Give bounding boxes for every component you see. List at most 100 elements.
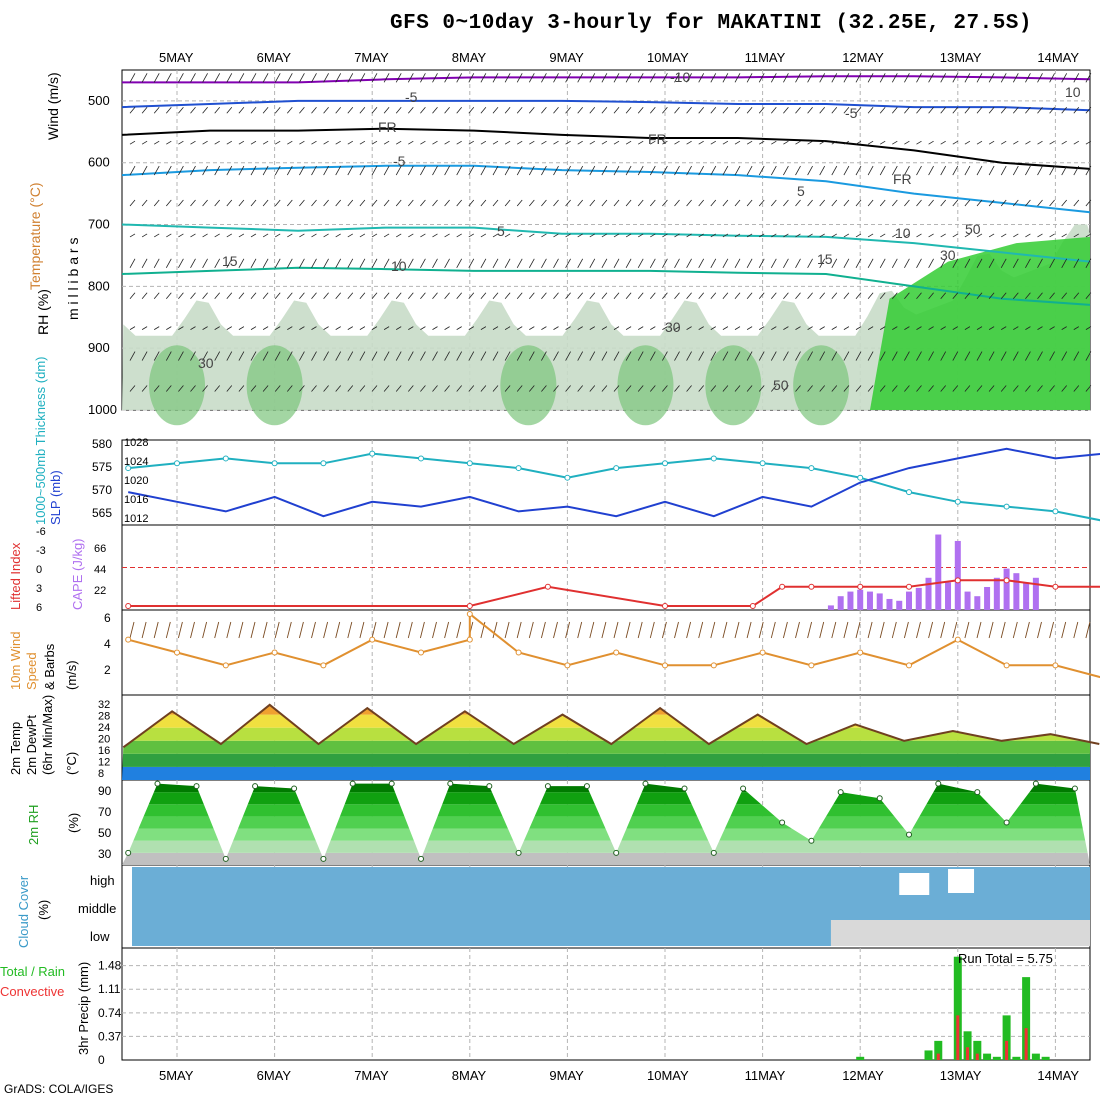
wind-barb xyxy=(964,292,971,299)
wind-barb xyxy=(141,199,148,207)
wind-barb xyxy=(831,140,838,145)
wind-barb xyxy=(904,107,910,114)
wind-barb xyxy=(1061,351,1068,361)
wind-barb xyxy=(710,107,717,114)
wind-barb xyxy=(432,292,438,299)
wind-barb xyxy=(916,292,922,299)
rh-shading-blob xyxy=(500,345,557,426)
wind-barb xyxy=(879,199,886,207)
rh-band xyxy=(122,840,1090,853)
pressure-tick-label: 900 xyxy=(88,340,110,355)
wind-speed-point xyxy=(1052,662,1059,669)
thickness-axis-title: 1000~500mb Thickness (dm) xyxy=(33,357,48,526)
wind-barb xyxy=(432,73,438,83)
surface-wind-barb xyxy=(746,621,752,639)
surface-wind-barb xyxy=(1085,621,1091,639)
wind-barb xyxy=(771,140,777,145)
wind-barb xyxy=(274,292,281,299)
wind-barb xyxy=(226,73,233,83)
wind-barb xyxy=(420,107,426,114)
wind-barb xyxy=(904,199,910,207)
wind-barb xyxy=(892,233,898,238)
rh-point xyxy=(154,780,161,787)
wind-barb xyxy=(202,326,208,330)
rh-point xyxy=(291,785,298,792)
wind-barb xyxy=(141,233,148,238)
wind-barb xyxy=(407,165,414,176)
wind-barb xyxy=(771,326,777,330)
wind-barb xyxy=(855,233,862,238)
wind-barb xyxy=(698,351,705,361)
wind-barb xyxy=(649,351,656,361)
wind-barb xyxy=(795,107,801,114)
wind-barb xyxy=(892,140,898,145)
wind-barb xyxy=(770,199,777,207)
day-label-bottom: 5MAY xyxy=(159,1068,194,1083)
wind-barb xyxy=(262,351,269,361)
wind-barb xyxy=(480,326,487,330)
wind-barb xyxy=(722,351,729,361)
wind-barb xyxy=(662,292,668,299)
wind-barb xyxy=(299,326,305,330)
wind-barb xyxy=(976,326,983,330)
day-label-top: 8MAY xyxy=(452,50,487,65)
wind-barb xyxy=(770,107,777,114)
wind-barb xyxy=(686,140,692,145)
precip-convective-bar xyxy=(1024,1028,1028,1060)
wind-barb xyxy=(916,199,922,207)
wind-barb xyxy=(831,165,838,176)
wind-barb xyxy=(891,107,898,114)
wind-barb xyxy=(323,258,329,269)
wind-barb xyxy=(153,199,160,207)
high-cloud-gap xyxy=(899,873,930,895)
wind-barb xyxy=(589,73,596,83)
wind-barb xyxy=(190,199,196,207)
wind-barb xyxy=(1037,326,1043,330)
wind-barb xyxy=(165,351,172,361)
wind-barb xyxy=(698,258,705,269)
wind-barb xyxy=(867,107,874,114)
rh-point xyxy=(808,837,815,844)
rh-point xyxy=(486,783,493,790)
surface-wind-barb xyxy=(456,621,462,639)
wind-barb xyxy=(516,140,523,145)
surface-wind-barb xyxy=(516,621,522,639)
wind-barb xyxy=(746,233,753,238)
wind-barb xyxy=(371,258,378,269)
wind-barb xyxy=(153,351,160,361)
wind-barb xyxy=(637,385,644,392)
wind-barb xyxy=(468,233,475,238)
wind-barb xyxy=(855,73,862,83)
wind-barb xyxy=(904,385,910,392)
surface-wind-barb xyxy=(589,621,595,639)
wind-barb xyxy=(686,199,692,207)
wind-barb xyxy=(783,107,789,114)
wind-barb xyxy=(928,233,934,238)
wind-barb xyxy=(178,351,184,361)
wind-barb xyxy=(807,107,813,114)
wind-barb xyxy=(1037,233,1043,238)
wind-barb xyxy=(383,385,390,392)
wind-barb xyxy=(988,258,995,269)
wind-barb xyxy=(964,165,971,176)
wind-barb xyxy=(456,326,462,330)
surface-wind-barb xyxy=(661,621,667,639)
thickness-point xyxy=(125,465,132,472)
wind-barb xyxy=(528,199,535,207)
wind-barb xyxy=(746,258,753,269)
pressure-tick-label: 1000 xyxy=(88,402,117,417)
wind-barb xyxy=(383,326,390,330)
temp-band xyxy=(122,714,1090,728)
wind-barb xyxy=(843,199,850,207)
wind-barb xyxy=(226,258,233,269)
surface-wind-barb xyxy=(238,621,244,639)
wind-barb xyxy=(553,73,559,83)
wind-barb xyxy=(722,326,729,330)
wind-barb xyxy=(383,292,390,299)
wind-barb xyxy=(601,292,608,299)
wind-barb xyxy=(649,73,656,83)
surface-wind-barb xyxy=(262,621,268,639)
rh-shading-blob xyxy=(793,345,850,426)
wind-barb xyxy=(1073,73,1080,83)
wind-barb xyxy=(1037,258,1043,269)
